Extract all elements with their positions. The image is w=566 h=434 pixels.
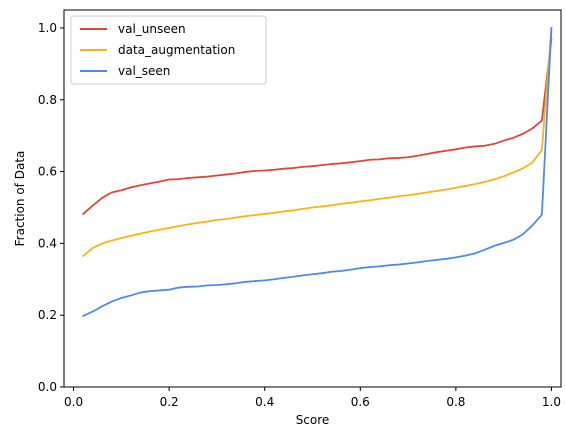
y-tick-label: 1.0 <box>38 21 57 35</box>
y-tick-label: 0.4 <box>38 236 57 250</box>
x-tick-label: 0.8 <box>446 395 465 409</box>
y-axis-label: Fraction of Data <box>13 151 27 247</box>
series-layer <box>82 27 553 317</box>
legend: val_unseen data_augmentation val_seen <box>70 15 267 85</box>
legend-box <box>70 15 267 85</box>
legend-label: data_augmentation <box>118 43 235 57</box>
legend-label: val_unseen <box>118 22 186 36</box>
series-line-val-unseen <box>82 37 553 215</box>
legend-label: val_seen <box>118 64 170 78</box>
y-tick-label: 0.0 <box>38 380 57 394</box>
series-line-data-augmentation <box>82 27 553 257</box>
series-line-val-seen <box>82 27 553 317</box>
x-tick-label: 0.6 <box>351 395 370 409</box>
y-axis: 0.0 0.2 0.4 0.6 0.8 1.0 <box>38 21 64 394</box>
x-axis: 0.0 0.2 0.4 0.6 0.8 1.0 <box>64 387 561 409</box>
x-tick-label: 0.2 <box>160 395 179 409</box>
x-axis-label: Score <box>296 413 330 427</box>
x-tick-label: 0.0 <box>64 395 83 409</box>
y-tick-label: 0.8 <box>38 93 57 107</box>
legend-items: val_unseen data_augmentation val_seen <box>80 22 235 78</box>
y-tick-label: 0.6 <box>38 165 57 179</box>
x-tick-label: 0.4 <box>255 395 274 409</box>
y-tick-label: 0.2 <box>38 308 57 322</box>
x-tick-label: 1.0 <box>542 395 561 409</box>
